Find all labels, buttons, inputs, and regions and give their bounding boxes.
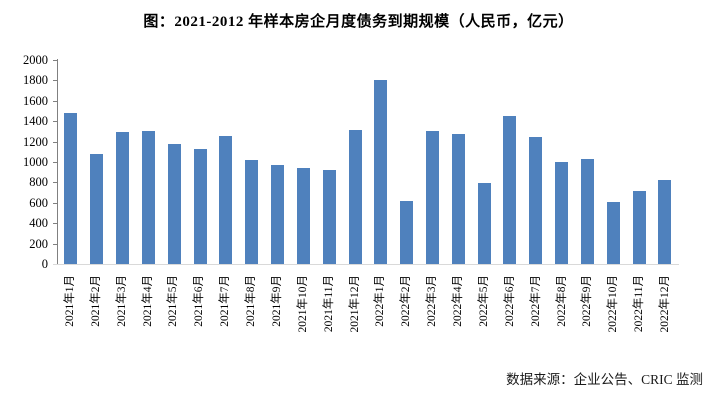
y-axis-tick	[53, 80, 57, 82]
bar-slot	[445, 133, 471, 264]
y-axis-label: 2000	[23, 53, 48, 67]
bar	[167, 143, 181, 264]
bar-slot	[549, 161, 575, 264]
bar	[477, 183, 491, 264]
bar-slot	[652, 179, 678, 264]
y-axis-tick	[53, 162, 57, 163]
x-axis-label-text: 2022年9月	[581, 275, 594, 327]
y-axis-tick	[53, 100, 57, 102]
bar-slot	[368, 80, 394, 264]
y-axis-label: 800	[29, 175, 48, 190]
x-axis-label-text: 2022年4月	[452, 275, 465, 327]
bar	[64, 112, 78, 264]
bar-slot	[290, 167, 316, 264]
x-axis-label-text: 2021年9月	[270, 275, 283, 327]
y-axis-label: 0	[41, 257, 48, 271]
y-axis-label: 400	[29, 216, 48, 231]
bar	[141, 131, 155, 264]
bar-slot	[497, 116, 523, 264]
bar	[503, 116, 517, 264]
bar	[426, 130, 439, 264]
y-axis-tick	[53, 60, 57, 61]
x-axis-label-text: 2022年2月	[400, 275, 413, 327]
bar	[400, 200, 414, 264]
bar-slot	[316, 169, 342, 264]
x-axis-label-text: 2022年11月	[633, 275, 646, 333]
y-axis-label: 1000	[23, 155, 48, 169]
x-axis-label-text: 2022年1月	[374, 275, 387, 327]
y-axis-tick	[53, 182, 57, 184]
bar-slot	[135, 131, 161, 264]
y-axis-tick	[53, 243, 57, 245]
bar-slot	[161, 143, 187, 264]
bar-slot	[58, 112, 84, 264]
y-axis-label: 1800	[23, 73, 48, 88]
x-axis-label-text: 2022年7月	[529, 275, 542, 327]
y-axis-tick	[53, 223, 57, 225]
bar	[271, 164, 285, 264]
bar-slot	[342, 129, 368, 264]
bar-slot	[84, 154, 110, 264]
bar	[219, 136, 233, 264]
x-axis-label-text: 2021年4月	[141, 275, 154, 327]
bar	[348, 129, 362, 264]
bar	[116, 132, 130, 264]
bar	[322, 169, 336, 264]
bar	[90, 154, 104, 264]
x-axis-label-text: 2022年10月	[607, 275, 620, 333]
source-note: 数据来源：企业公告、CRIC 监测	[506, 372, 703, 387]
bar	[555, 161, 569, 264]
bar-slot	[471, 183, 497, 264]
x-axis-label-text: 2021年2月	[89, 275, 102, 327]
x-axis-label-text: 2021年7月	[219, 275, 232, 327]
y-axis-label: 1600	[23, 93, 48, 108]
bar	[245, 159, 259, 264]
bar-slot	[523, 137, 549, 264]
bar	[193, 149, 207, 264]
bar	[374, 80, 388, 264]
x-axis-label-text: 2022年12月	[659, 275, 672, 333]
bar-slot	[110, 132, 136, 264]
x-axis-label-text: 2021年10月	[296, 275, 309, 333]
y-axis-tick	[53, 202, 57, 204]
bar-slot	[265, 164, 291, 264]
x-axis-label-text: 2021年8月	[245, 275, 258, 327]
x-axis-label-text: 2021年12月	[348, 275, 361, 333]
bar	[451, 133, 465, 264]
x-axis-label-text: 2021年11月	[322, 275, 335, 333]
bar	[529, 137, 543, 264]
x-axis-label-text: 2021年6月	[193, 275, 206, 327]
bar	[658, 179, 672, 264]
y-axis-tick	[53, 141, 57, 143]
x-axis-label-text: 2022年6月	[503, 275, 516, 327]
x-axis-label-text: 2022年3月	[426, 275, 439, 327]
bar-slot	[626, 191, 652, 264]
chart-title: 图：2021-2012 年样本房企月度债务到期规模（人民币，亿元）	[143, 14, 574, 30]
x-axis-label-text: 2021年1月	[63, 275, 76, 327]
bar	[296, 167, 310, 264]
y-axis-label: 200	[29, 236, 48, 251]
bar	[606, 201, 620, 264]
plot-area	[58, 60, 678, 264]
y-axis-line	[57, 59, 58, 265]
bar-slot	[394, 200, 420, 264]
x-axis-label-text: 2021年5月	[167, 275, 180, 327]
x-axis-label-text: 2021年3月	[115, 275, 128, 327]
x-axis-label-text: 2022年8月	[555, 275, 568, 327]
y-axis-label: 1400	[23, 114, 48, 129]
x-axis-line	[53, 264, 679, 265]
bar-slot	[213, 136, 239, 264]
bar	[580, 158, 594, 264]
y-axis-label: 600	[29, 195, 48, 210]
y-axis-label: 1200	[23, 134, 48, 149]
bar-slot	[600, 201, 626, 264]
bar	[632, 191, 646, 264]
x-axis-label-text: 2022年5月	[477, 275, 490, 327]
y-axis-tick	[53, 121, 57, 123]
bar-slot	[420, 130, 446, 264]
bar-slot	[575, 158, 601, 264]
bar-slot	[187, 149, 213, 264]
bar-slot	[239, 159, 265, 264]
